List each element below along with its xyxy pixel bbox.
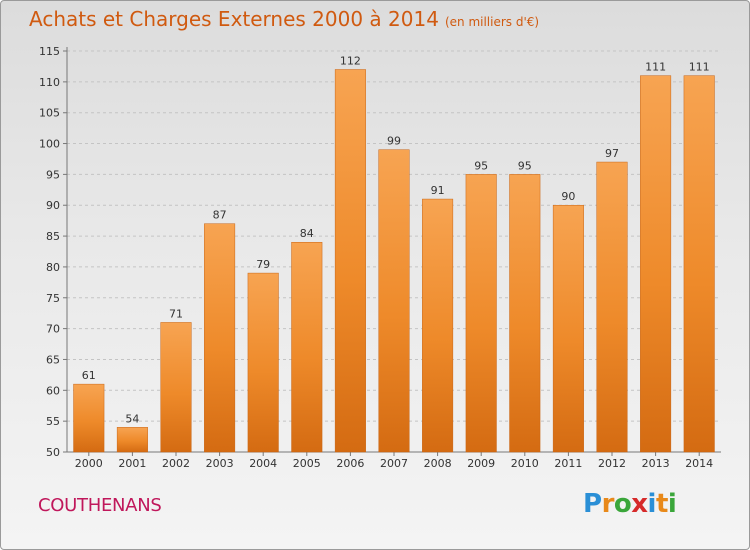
logo-letter: P xyxy=(583,489,602,519)
x-tick-label-2004: 2004 xyxy=(249,457,277,470)
logo-letter: t xyxy=(655,489,668,519)
bar-2009 xyxy=(465,174,497,453)
bar-2000 xyxy=(73,383,105,453)
y-tick-label: 70 xyxy=(46,323,60,336)
bar-2008 xyxy=(422,198,454,453)
logo-letter: x xyxy=(631,489,648,519)
data-label-2002: 71 xyxy=(169,307,183,320)
bar-2006 xyxy=(334,69,366,453)
y-tick-label: 115 xyxy=(39,45,60,58)
x-tick-label-2005: 2005 xyxy=(293,457,321,470)
y-tick-label: 105 xyxy=(39,107,60,120)
bar-2012 xyxy=(596,161,628,453)
bar-2002 xyxy=(160,322,192,453)
y-tick-label: 65 xyxy=(46,353,60,366)
y-tick-label: 90 xyxy=(46,199,60,212)
logo-letter: r xyxy=(601,489,615,519)
data-label-2008: 91 xyxy=(431,184,445,197)
x-tick-label-2013: 2013 xyxy=(642,457,670,470)
y-tick-label: 85 xyxy=(46,230,60,243)
x-tick-label-2000: 2000 xyxy=(75,457,103,470)
data-label-2003: 87 xyxy=(213,209,227,222)
data-label-2004: 79 xyxy=(256,258,270,271)
bar-2005 xyxy=(291,241,323,453)
bar-2011 xyxy=(552,204,584,453)
y-tick-label: 95 xyxy=(46,168,60,181)
data-label-2006: 112 xyxy=(340,55,361,68)
data-label-2010: 95 xyxy=(518,159,532,172)
x-tick-label-2014: 2014 xyxy=(685,457,713,470)
y-tick-label: 75 xyxy=(46,292,60,305)
x-tick-label-2001: 2001 xyxy=(118,457,146,470)
y-tick-label: 110 xyxy=(39,76,60,89)
proxiti-logo: Proxiti xyxy=(583,489,677,519)
bar-2013 xyxy=(640,75,672,453)
y-tick-label: 50 xyxy=(46,446,60,459)
x-tick-label-2006: 2006 xyxy=(336,457,364,470)
x-tick-label-2012: 2012 xyxy=(598,457,626,470)
data-label-2005: 84 xyxy=(300,227,314,240)
data-label-2011: 90 xyxy=(561,190,575,203)
bar-2003 xyxy=(204,223,236,453)
bar-2007 xyxy=(378,149,410,453)
x-tick-label-2003: 2003 xyxy=(206,457,234,470)
x-tick-label-2010: 2010 xyxy=(511,457,539,470)
x-tick-label-2008: 2008 xyxy=(424,457,452,470)
y-tick-label: 60 xyxy=(46,384,60,397)
bar-layer xyxy=(73,69,715,453)
data-label-2001: 54 xyxy=(125,412,139,425)
label-layer: 61 54 71 87 79 84 112 99 91 95 95 90 97 111 111 xyxy=(82,55,710,426)
chart-title: Achats et Charges Externes 2000 à 2014 (e… xyxy=(29,7,539,31)
axis-layer: 50 55 60 65 70 75 80 85 90 95 100 105 110 115 2000 2001… xyxy=(39,45,721,470)
x-tick-label-2009: 2009 xyxy=(467,457,495,470)
logo-letter: i xyxy=(667,489,677,519)
y-tick-label: 80 xyxy=(46,261,60,274)
commune-name: COUTHENANS xyxy=(38,495,162,516)
data-label-2000: 61 xyxy=(82,369,96,382)
data-label-2007: 99 xyxy=(387,135,401,148)
x-tick-label-2002: 2002 xyxy=(162,457,190,470)
bar-2014 xyxy=(683,75,715,453)
data-label-2013: 111 xyxy=(645,61,666,74)
x-tick-label-2011: 2011 xyxy=(554,457,582,470)
bar-2001 xyxy=(116,427,148,453)
chart-subtitle: (en milliers d'€) xyxy=(444,15,540,29)
bar-2004 xyxy=(247,272,279,453)
bar-2010 xyxy=(509,174,541,453)
y-tick-label: 100 xyxy=(39,138,60,151)
data-label-2014: 111 xyxy=(689,61,710,74)
data-label-2009: 95 xyxy=(474,159,488,172)
logo-letter: i xyxy=(647,489,657,519)
x-tick-label-2007: 2007 xyxy=(380,457,408,470)
data-label-2012: 97 xyxy=(605,147,619,160)
logo-letter: o xyxy=(613,489,632,519)
chart-title-text: Achats et Charges Externes 2000 à 2014 xyxy=(29,7,439,31)
y-tick-label: 55 xyxy=(46,415,60,428)
